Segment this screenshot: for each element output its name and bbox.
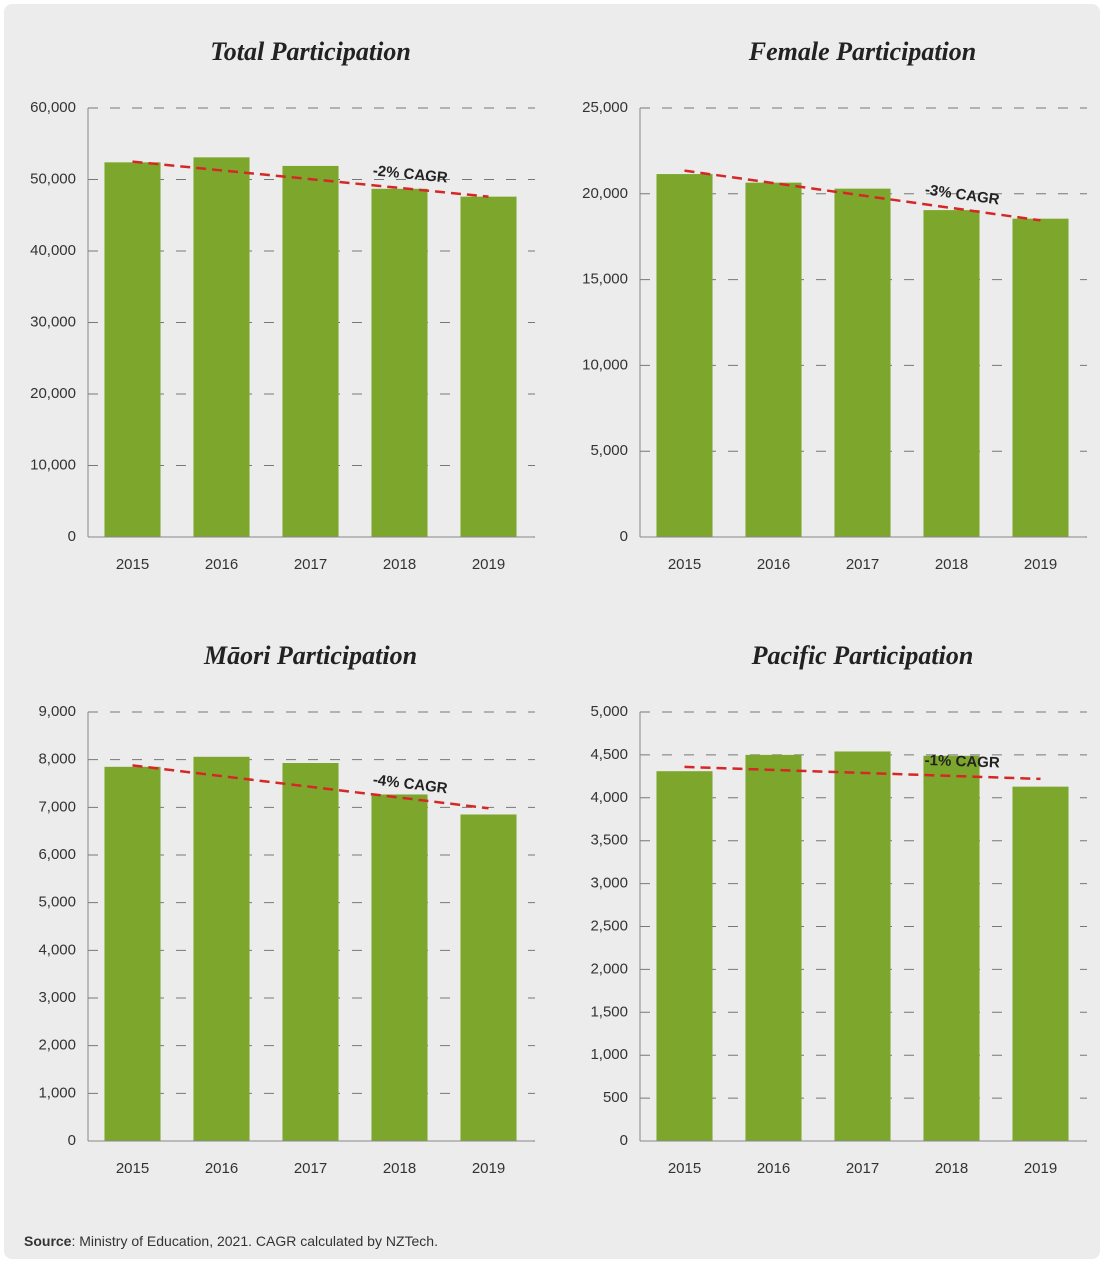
x-tick-label: 2018 <box>383 1160 416 1177</box>
x-tick-label: 2017 <box>846 556 879 573</box>
bar <box>656 771 713 1141</box>
x-tick-label: 2015 <box>116 1160 149 1177</box>
chart-title: Female Participation <box>748 37 977 66</box>
y-tick-label: 1,000 <box>590 1046 628 1063</box>
x-tick-label: 2015 <box>668 556 701 573</box>
y-tick-label: 8,000 <box>38 751 76 768</box>
y-tick-label: 5,000 <box>590 703 628 720</box>
source-note: Source: Ministry of Education, 2021. CAG… <box>24 1233 438 1249</box>
y-tick-label: 2,000 <box>590 960 628 977</box>
bar <box>1012 786 1069 1141</box>
x-tick-label: 2019 <box>1024 1160 1057 1177</box>
y-tick-label: 20,000 <box>30 385 76 402</box>
source-label: Source <box>24 1233 72 1249</box>
trend-line <box>684 765 1041 781</box>
bar <box>656 174 713 538</box>
y-tick-label: 0 <box>620 528 628 545</box>
trend-line <box>132 160 489 198</box>
y-tick-label: 0 <box>68 1132 76 1149</box>
panel <box>4 4 1100 1259</box>
x-tick-label: 2016 <box>205 1160 238 1177</box>
y-tick-label: 3,500 <box>590 832 628 849</box>
y-tick-label: 2,000 <box>38 1037 76 1054</box>
bar <box>834 751 891 1141</box>
bar <box>834 188 891 538</box>
y-tick-label: 4,000 <box>590 789 628 806</box>
bar <box>923 755 980 1141</box>
y-tick-label: 10,000 <box>582 356 628 373</box>
bar <box>104 162 161 537</box>
y-tick-label: 1,000 <box>38 1084 76 1101</box>
y-tick-label: 2,500 <box>590 917 628 934</box>
y-tick-label: 5,000 <box>590 442 628 459</box>
bar <box>460 196 517 537</box>
trend-line <box>132 764 489 810</box>
chart-title: Māori Participation <box>203 641 417 670</box>
x-tick-label: 2016 <box>757 556 790 573</box>
y-tick-label: 4,000 <box>38 941 76 958</box>
bar <box>282 763 339 1141</box>
bar <box>745 182 802 537</box>
y-tick-label: 30,000 <box>30 313 76 330</box>
trend-line <box>684 169 1041 222</box>
x-tick-label: 2018 <box>935 556 968 573</box>
bar <box>193 756 250 1141</box>
bar <box>1012 218 1069 537</box>
bar <box>371 188 428 538</box>
x-tick-label: 2019 <box>1024 556 1057 573</box>
chart-title: Total Participation <box>210 37 411 66</box>
bar <box>104 766 161 1141</box>
x-tick-label: 2018 <box>383 556 416 573</box>
x-tick-label: 2016 <box>757 1160 790 1177</box>
y-tick-label: 0 <box>68 528 76 545</box>
y-tick-label: 10,000 <box>30 456 76 473</box>
x-tick-label: 2016 <box>205 556 238 573</box>
chart-title: Pacific Participation <box>751 641 974 670</box>
y-tick-label: 5,000 <box>38 894 76 911</box>
y-tick-label: 15,000 <box>582 271 628 288</box>
y-tick-label: 3,000 <box>590 875 628 892</box>
y-tick-label: 500 <box>603 1089 628 1106</box>
y-tick-label: 0 <box>620 1132 628 1149</box>
y-tick-label: 20,000 <box>582 185 628 202</box>
x-tick-label: 2015 <box>116 556 149 573</box>
x-tick-label: 2019 <box>472 1160 505 1177</box>
x-tick-label: 2019 <box>472 556 505 573</box>
y-tick-label: 60,000 <box>30 99 76 116</box>
x-tick-label: 2017 <box>294 556 327 573</box>
y-tick-label: 1,500 <box>590 1003 628 1020</box>
bar <box>193 157 250 537</box>
bar <box>282 165 339 538</box>
y-tick-label: 50,000 <box>30 170 76 187</box>
y-tick-label: 7,000 <box>38 798 76 815</box>
bar <box>460 814 517 1141</box>
y-tick-label: 40,000 <box>30 242 76 259</box>
x-tick-label: 2015 <box>668 1160 701 1177</box>
y-tick-label: 3,000 <box>38 989 76 1006</box>
y-tick-label: 9,000 <box>38 703 76 720</box>
trend-label: -1% CAGR <box>924 752 1000 772</box>
bar <box>371 794 428 1141</box>
y-tick-label: 6,000 <box>38 846 76 863</box>
source-text: : Ministry of Education, 2021. CAGR calc… <box>71 1233 438 1249</box>
y-tick-label: 4,500 <box>590 746 628 763</box>
bar <box>923 210 980 538</box>
y-tick-label: 25,000 <box>582 99 628 116</box>
x-tick-label: 2017 <box>294 1160 327 1177</box>
bar <box>745 754 802 1141</box>
x-tick-label: 2017 <box>846 1160 879 1177</box>
x-tick-label: 2018 <box>935 1160 968 1177</box>
